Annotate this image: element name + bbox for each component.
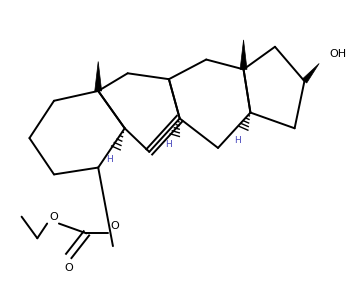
Text: O: O	[64, 263, 73, 273]
Text: O: O	[111, 222, 119, 232]
Text: O: O	[50, 212, 58, 222]
Polygon shape	[240, 40, 247, 69]
Text: H: H	[166, 140, 172, 150]
Text: H: H	[234, 135, 241, 145]
Polygon shape	[95, 61, 102, 91]
Polygon shape	[302, 63, 319, 83]
Text: H: H	[106, 155, 113, 164]
Text: OH: OH	[329, 49, 346, 59]
